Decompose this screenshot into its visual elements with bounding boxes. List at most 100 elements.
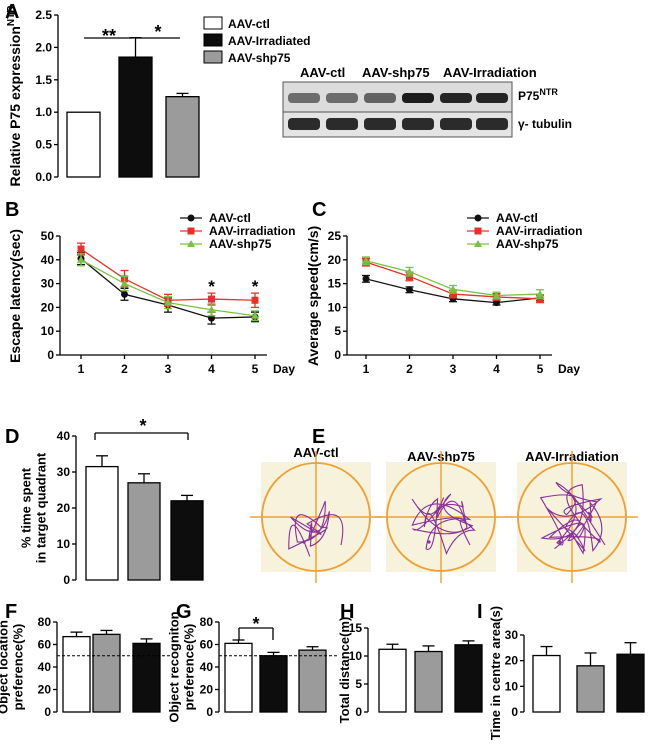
panel-A-y-label: Relative P75 expressionNTR [6, 5, 23, 187]
legend-label: AAV-shp75 [228, 51, 291, 65]
legend-label: AAV-irradiation [496, 224, 582, 238]
panel-C-y-tick-label: 20 [328, 253, 342, 267]
panel-label: C [312, 199, 326, 221]
panel-D-y-tick-label: 20 [57, 501, 71, 515]
panel-C-x-label: Day [558, 362, 580, 376]
panel-D-y-tick-label: 40 [57, 429, 71, 443]
blot-band [326, 93, 358, 103]
panel-B-y-tick-label: 0 [47, 348, 54, 362]
path-end-point [558, 540, 561, 543]
panel-B-x-tick-label: 2 [121, 362, 128, 376]
panel-I-y-label: Time in centre area(s) [488, 606, 503, 740]
legend-label: AAV-irradiation [209, 224, 295, 238]
panel-D-y-label: in target quadrant [34, 452, 49, 563]
legend-marker [188, 228, 195, 235]
panel-F-y-tick-label: 80 [38, 615, 52, 629]
panel-F-y-tick-label: 0 [44, 705, 51, 719]
panel-B-x-tick-label: 5 [252, 362, 259, 376]
bar [617, 654, 644, 712]
bar [533, 656, 560, 712]
bar [93, 634, 120, 712]
legend-label: AAV-ctl [228, 17, 270, 31]
panel-C-x-tick-label: 3 [450, 362, 457, 376]
data-point [406, 286, 413, 293]
panel-D-y-tick-label: 10 [57, 537, 71, 551]
blot-band [288, 118, 320, 130]
panel-C-x-tick-label: 2 [406, 362, 413, 376]
legend-swatch [204, 34, 222, 46]
legend-swatch [204, 51, 222, 63]
bar [166, 97, 199, 177]
legend-marker [188, 215, 195, 222]
panel-label: F [5, 601, 17, 623]
blot-band [288, 93, 320, 103]
panel-G-y-label: preference(%) [182, 624, 197, 711]
panel-C-x-tick-label: 5 [537, 362, 544, 376]
legend-label: AAV-Irradiated [228, 34, 310, 48]
legend-label: AAV-shp75 [209, 237, 272, 251]
bar [379, 649, 406, 712]
data-point [121, 291, 128, 298]
blot-band [440, 118, 472, 130]
significance-marker: * [139, 416, 146, 436]
panel-I-y-tick-label: 0 [511, 705, 518, 719]
panel-F-y-label: preference(%) [11, 624, 26, 711]
panel-C-y-tick-label: 10 [328, 300, 342, 314]
blot-row-label: P75NTR [518, 87, 558, 103]
panel-C-y-tick-label: 15 [328, 277, 342, 291]
panel-I-y-tick-label: 10 [505, 679, 519, 693]
significance-marker: ** [102, 26, 116, 46]
blot-lane-label: AAV-ctl [300, 65, 345, 80]
blot-band [402, 118, 434, 130]
bar [67, 112, 100, 177]
panel-C-y-label: Average speed(cm/s) [305, 226, 321, 366]
blot-band [440, 93, 472, 103]
bar [119, 57, 152, 177]
blot-band [476, 118, 508, 130]
significance-marker: * [252, 614, 259, 634]
bar [225, 643, 252, 712]
panel-B-y-tick-label: 50 [41, 229, 55, 243]
panel-B-x-tick-label: 1 [78, 362, 85, 376]
panel-G-y-tick-label: 20 [200, 683, 214, 697]
panel-G-y-tick-label: 60 [200, 638, 214, 652]
panel-B-y-tick-label: 20 [41, 300, 55, 314]
panel-B-x-label: Day [273, 362, 295, 376]
bar [577, 666, 604, 712]
panel-H-y-tick-label: 0 [355, 705, 362, 719]
bar [171, 501, 203, 580]
panel-C-x-tick-label: 4 [493, 362, 500, 376]
significance-marker: * [154, 22, 161, 42]
panel-A-y-tick-label: 2.0 [35, 40, 52, 54]
legend-label: AAV-ctl [209, 211, 251, 225]
data-point [208, 296, 215, 303]
data-point [363, 275, 370, 282]
panel-D-y-tick-label: 0 [63, 573, 70, 587]
blot-lane-label: AAV-Irradiation [443, 65, 537, 80]
panel-C-y-tick-label: 5 [334, 324, 341, 338]
panel-G-y-tick-label: 40 [200, 660, 214, 674]
bar [133, 643, 160, 712]
panel-I-y-tick-label: 20 [505, 654, 519, 668]
bar [260, 656, 287, 712]
significance-marker: * [252, 277, 259, 296]
legend-label: AAV-shp75 [496, 237, 559, 251]
legend-marker [475, 228, 482, 235]
blot-band [402, 93, 434, 103]
panel-label: B [5, 199, 19, 221]
data-point [252, 297, 259, 304]
panel-label: D [5, 426, 19, 448]
path-end-point [302, 540, 305, 543]
panel-A-y-tick-label: 0.0 [35, 170, 52, 184]
panel-H-y-label: Total distance(m) [337, 617, 352, 724]
panel-D-y-tick-label: 30 [57, 465, 71, 479]
panel-label: I [477, 601, 483, 623]
legend-marker [475, 215, 482, 222]
panel-F-y-tick-label: 20 [38, 683, 52, 697]
panel-F-y-tick-label: 40 [38, 660, 52, 674]
bar [415, 652, 442, 712]
panel-G-y-tick-label: 80 [200, 615, 214, 629]
panel-B-x-tick-label: 4 [208, 362, 215, 376]
blot-band [364, 118, 396, 130]
panel-F-y-tick-label: 60 [38, 638, 52, 652]
